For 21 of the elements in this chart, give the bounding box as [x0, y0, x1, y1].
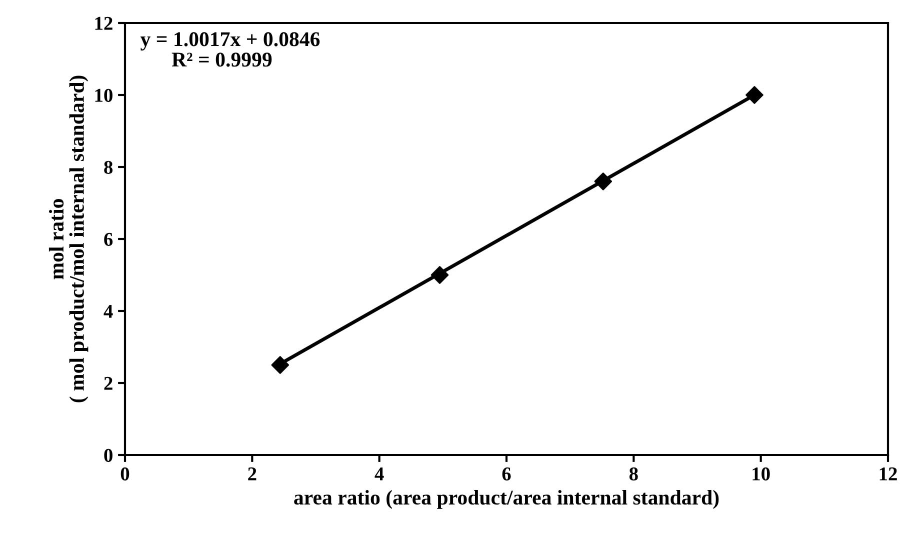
y-tick-label: 10 [95, 88, 112, 102]
x-tick-label: 4 [374, 468, 384, 480]
y-tick-label: 6 [104, 232, 113, 246]
y-tick-label: 2 [104, 376, 112, 390]
y-tick-label: 12 [95, 16, 112, 30]
y-tick-label: 8 [104, 160, 113, 174]
y-axis-title: mol ratio ( mol product/mol internal standard) [48, 76, 88, 402]
x-axis-title: area ratio (area product/area internal standard) [294, 490, 719, 509]
x-tick-label: 0 [120, 467, 130, 480]
x-tick-label: 6 [502, 467, 511, 480]
point [430, 266, 449, 284]
x-tick-label: 12 [880, 467, 897, 480]
x-tick-label: 10 [752, 467, 770, 480]
point [594, 172, 612, 190]
x-tick-label: 2 [248, 467, 256, 480]
annotation: y = 1.0017x + 0.0846 R² = 0.9999 [140, 32, 320, 67]
point [746, 86, 764, 104]
x-tick-label: 8 [629, 467, 638, 480]
y-tick-label: 0 [104, 448, 112, 462]
point [271, 356, 290, 374]
y-tick-label: 4 [104, 304, 113, 318]
